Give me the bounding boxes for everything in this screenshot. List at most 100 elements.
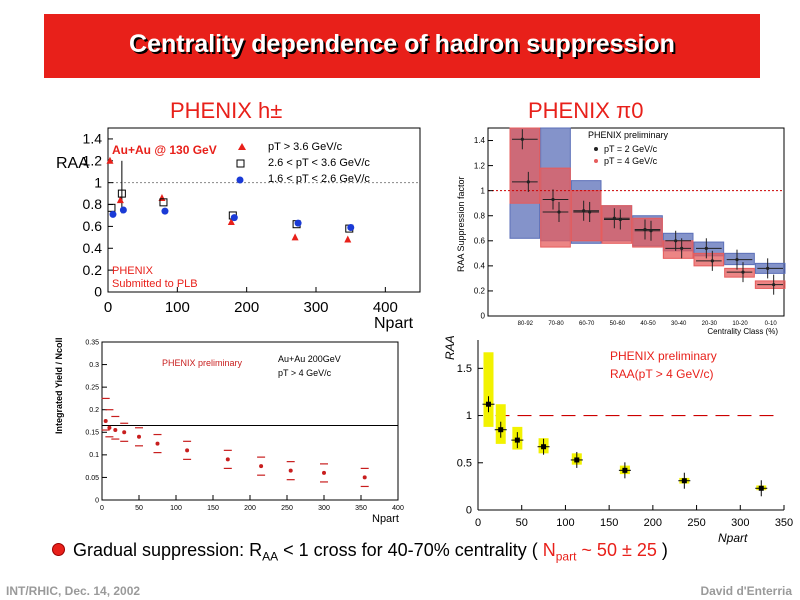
annotation: PHENIX preliminary — [162, 358, 243, 368]
x-axis-label: Npart — [372, 513, 399, 525]
y-tick-label: 0.5 — [457, 457, 472, 469]
data-point — [119, 206, 127, 214]
annotation: RAA(pT > 4 GeV/c) — [610, 367, 713, 381]
x-tick-label: 50 — [135, 505, 143, 512]
data-point — [161, 207, 169, 215]
chart-raa-yellow: 0 0.5 1 1.5 0 50 100 150 200 250 300 350 RAA Npart PHE… — [438, 335, 793, 545]
bullet-icon — [52, 542, 65, 556]
data-point — [588, 210, 592, 214]
annotation: PHENIX — [112, 265, 154, 277]
data-point — [541, 444, 547, 450]
x-tick-label: 300 — [731, 517, 749, 529]
bullet-pre: Gradual suppression: R — [73, 540, 263, 560]
data-point — [113, 428, 118, 433]
chart-integrated-yield: 0 0.05 0.1 0.15 0.2 0.25 0.3 0.35 0 50 100 150 200 25… — [50, 336, 410, 526]
data-point — [185, 448, 190, 453]
x-tick-label: 300 — [318, 505, 330, 512]
y-tick-label: 0.35 — [85, 339, 99, 346]
data-point — [526, 180, 530, 184]
data-point — [137, 434, 141, 439]
data-point — [107, 203, 116, 212]
y-tick-label: 0.2 — [89, 407, 99, 414]
x-tick-label: 150 — [600, 517, 618, 529]
data-point — [485, 401, 491, 407]
data-point — [103, 419, 108, 423]
y-tick-label: 1 — [481, 186, 486, 195]
x-tick-label: 300 — [303, 299, 328, 316]
y-tick-label: 1 — [466, 410, 472, 422]
x-tick-label: 100 — [556, 517, 574, 529]
chart-pi0-centrality: 0 0.2 0.4 0.6 0.8 1 1.2 1.4 80-92 70-80 60-70 50-60… — [452, 122, 790, 336]
bullet-sub-aa: AA — [262, 549, 279, 564]
bullet-text: Gradual suppression: RAA < 1 cross for 4… — [52, 540, 668, 564]
x-tick-label: 400 — [373, 299, 398, 316]
plot-frame — [101, 341, 399, 501]
panel-title-right: PHENIX π0 — [528, 98, 644, 123]
y-tick-label: 0.15 — [85, 430, 99, 437]
data-point — [772, 283, 776, 287]
data-point — [741, 270, 745, 274]
x-tick-label: 350 — [775, 517, 793, 529]
legend-entry: 2.6 < pT < 3.6 GeV/c — [268, 157, 370, 169]
x-tick-label: 10-20 — [732, 321, 748, 327]
bullet-npart: N — [542, 540, 556, 560]
data-point — [704, 246, 708, 250]
x-tick-label: 250 — [687, 517, 705, 529]
data-point — [107, 425, 112, 430]
data-point — [574, 457, 580, 463]
data-point — [347, 223, 355, 231]
legend-marker — [236, 176, 244, 184]
x-tick-label: 100 — [165, 299, 190, 316]
annotation: Au+Au @ 130 GeV — [112, 143, 217, 157]
data-point — [159, 198, 168, 207]
uncertainty-band — [662, 240, 694, 259]
annotation: PHENIX preliminary — [610, 349, 717, 363]
x-tick-label: 40-50 — [640, 321, 656, 327]
uncertainty-band — [601, 205, 633, 244]
x-axis-label: Npart — [374, 315, 414, 332]
data-point — [710, 259, 714, 263]
y-tick-label: 0.6 — [474, 236, 486, 245]
data-point — [225, 457, 230, 462]
bullet-npart-sub: part — [555, 549, 577, 564]
data-point — [758, 485, 764, 491]
x-tick-label: 0 — [100, 505, 104, 512]
footer-right: David d'Enterria — [700, 584, 792, 598]
y-tick-label: 1.5 — [457, 363, 472, 375]
uncertainty-band — [724, 267, 755, 278]
legend-marker — [594, 147, 598, 151]
y-tick-label: 0 — [95, 497, 99, 504]
data-point — [106, 156, 114, 164]
x-axis-label: Centrality Class (%) — [707, 327, 778, 336]
y-axis-label: RAA Suppression factor — [456, 176, 466, 272]
y-axis-label: RAA — [443, 335, 457, 360]
legend-entry: 1.6 < pT < 2.6 GeV/c — [268, 173, 370, 185]
data-point — [230, 214, 238, 222]
x-tick-label: 200 — [644, 517, 662, 529]
data-point — [674, 239, 678, 243]
data-point — [362, 475, 367, 480]
data-point — [155, 441, 160, 446]
legend-marker — [594, 159, 598, 163]
x-tick-label: 100 — [170, 505, 182, 512]
x-tick-label: 400 — [392, 505, 404, 512]
data-point — [680, 246, 684, 250]
data-point — [498, 427, 504, 433]
x-tick-label: 350 — [355, 505, 367, 512]
y-tick-label: 1.2 — [474, 161, 486, 170]
data-point — [766, 266, 770, 270]
data-point — [259, 464, 264, 469]
data-point — [122, 430, 127, 435]
data-point — [557, 210, 561, 214]
y-tick-label: 0.8 — [474, 211, 486, 220]
y-tick-label: 0.8 — [83, 196, 103, 212]
x-tick-label: 200 — [244, 505, 256, 512]
y-axis-label: Integrated Yield / Ncoll — [54, 337, 64, 434]
x-tick-label: 70-80 — [548, 321, 564, 327]
y-tick-label: 0.4 — [83, 240, 103, 256]
data-point — [117, 189, 126, 198]
data-point — [622, 467, 628, 473]
x-tick-label: 0 — [475, 517, 481, 529]
title-bar: Centrality dependence of hadron suppress… — [44, 14, 760, 78]
uncertainty-band — [632, 217, 663, 248]
